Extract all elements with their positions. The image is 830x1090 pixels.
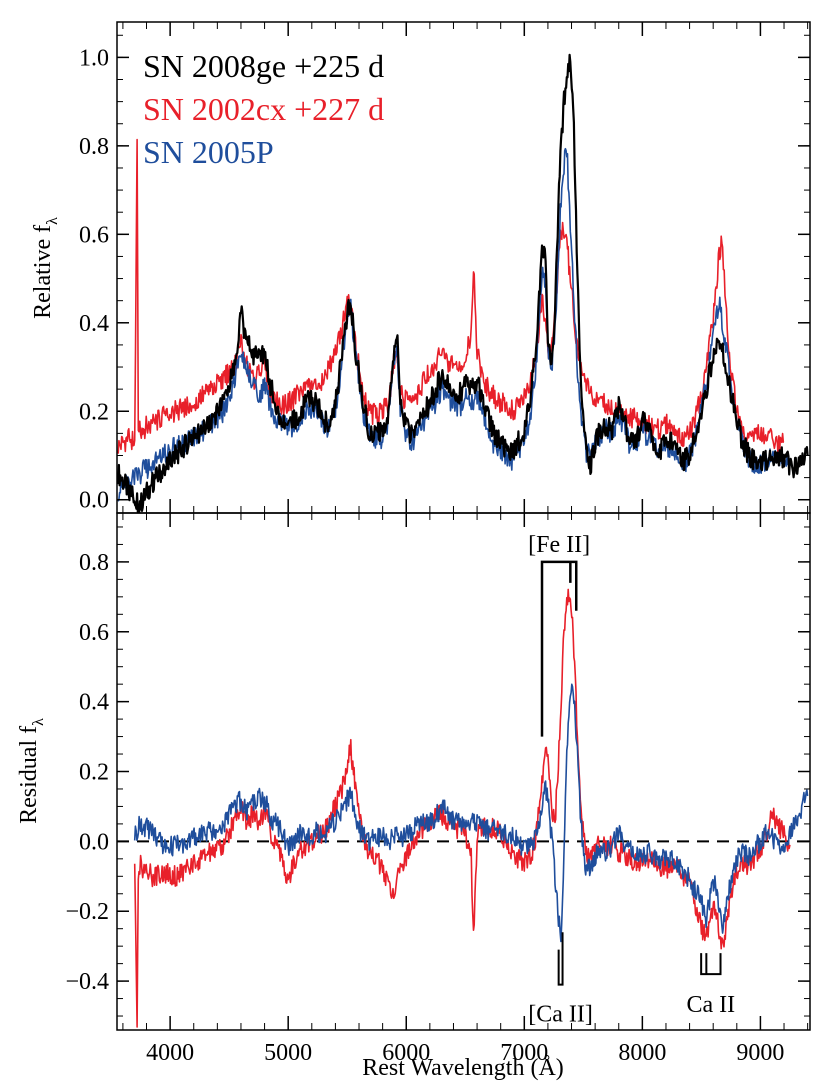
- x-tick-label: 6000: [382, 1040, 430, 1066]
- legend-item-sn2005P: SN 2005P: [143, 134, 274, 170]
- x-tick-label: 7000: [500, 1040, 548, 1066]
- top-series-line-sn-2005p: [117, 147, 791, 502]
- svg-text:Residual fλ: Residual fλ: [16, 718, 47, 824]
- y-axis-label-bottom-sub: λ: [30, 718, 47, 726]
- bottom-y-tick-label: −0.4: [65, 969, 109, 995]
- legend-item-sn2008ge: SN 2008ge +225 d: [143, 48, 384, 84]
- svg-text:Relative fλ: Relative fλ: [30, 217, 61, 319]
- top-axes: 0.0 0.2 0.4 0.6 0.8 1.0: [79, 22, 810, 514]
- ca-ii-forbidden-marker: [557, 932, 564, 986]
- bottom-series-line-sn-2002cx-227-d: [133, 588, 791, 1028]
- legend: SN 2008ge +225 d SN 2002cx +227 d SN 200…: [143, 48, 384, 170]
- ca-ii-forbidden-label: [Ca II]: [528, 1002, 593, 1028]
- y-axis-label-top: Relative fλ: [30, 217, 61, 319]
- top-y-tick-label: 1.0: [79, 45, 109, 71]
- top-panel: 0.0 0.2 0.4 0.6 0.8 1.0 Relative fλ SN 2008ge…: [30, 21, 811, 514]
- legend-item-sn2002cx: SN 2002cx +227 d: [143, 91, 384, 127]
- top-y-tick-label: 0.0: [79, 488, 109, 514]
- y-axis-label-top-sub: λ: [44, 217, 61, 225]
- y-axis-label-bottom-text: Residual f: [16, 726, 42, 824]
- x-axis-label: Rest Wavelength (Å): [362, 1055, 564, 1081]
- top-y-tick-label: 0.8: [79, 134, 109, 160]
- ca-ii-triplet-marker: [700, 953, 722, 976]
- top-y-tick-label: 0.4: [79, 311, 109, 337]
- top-series-line-sn-2008ge-225-d: [117, 53, 809, 513]
- x-tick-label: 4000: [146, 1040, 194, 1066]
- bottom-y-tick-label: 0.2: [79, 760, 109, 786]
- bottom-y-tick-label: 0.0: [79, 829, 109, 855]
- bottom-axes: −0.4 −0.2 0.0 0.2 0.4 0.6 0.8 4000 5000 6000 7000 8…: [65, 513, 810, 1066]
- y-axis-label-bottom: Residual fλ: [16, 718, 47, 824]
- x-tick-label: 9000: [736, 1040, 784, 1066]
- x-tick-label: 8000: [618, 1040, 666, 1066]
- ca-ii-triplet-label: Ca II: [687, 992, 736, 1018]
- fe-ii-marker: [540, 560, 578, 737]
- bottom-y-tick-label: 0.6: [79, 620, 109, 646]
- bottom-panel: −0.4 −0.2 0.0 0.2 0.4 0.6 0.8 4000 5000 6000 7000 8…: [16, 512, 811, 1081]
- top-y-tick-label: 0.2: [79, 399, 109, 425]
- bottom-y-tick-label: 0.8: [79, 550, 109, 576]
- bottom-y-tick-label: 0.4: [79, 690, 109, 716]
- top-y-tick-label: 0.6: [79, 222, 109, 248]
- bottom-y-tick-label: −0.2: [65, 899, 109, 925]
- bottom-series-line-sn-2005p: [133, 683, 809, 943]
- line-annotations: [Fe II] [Ca II] Ca II: [528, 532, 735, 1028]
- y-axis-label-top-text: Relative f: [30, 225, 56, 319]
- top-series-line-sn-2002cx-227-d: [117, 138, 785, 458]
- top-series-group: [117, 53, 809, 513]
- x-tick-label: 5000: [264, 1040, 312, 1066]
- bottom-panel-frame: [116, 512, 811, 1031]
- fe-ii-label: [Fe II]: [528, 532, 590, 558]
- bottom-series-group: [117, 588, 810, 1028]
